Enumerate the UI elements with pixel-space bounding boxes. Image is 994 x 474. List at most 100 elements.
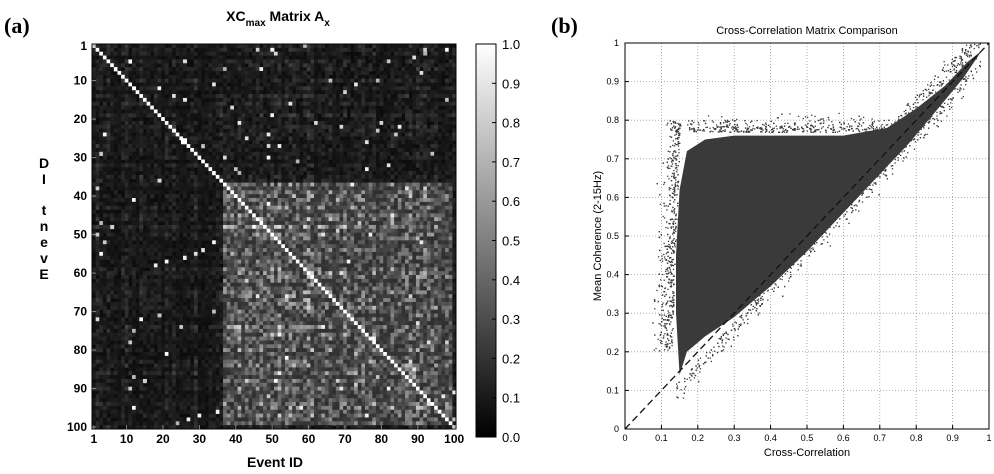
heatmap-cell — [95, 97, 100, 103]
heatmap-cell — [394, 201, 399, 207]
heatmap-cell — [448, 221, 453, 226]
heatmap-cell — [292, 55, 297, 60]
heatmap-cell — [215, 67, 220, 72]
heatmap-cell — [102, 101, 107, 106]
heatmap-cell — [430, 194, 435, 199]
heatmap-cell — [193, 244, 198, 249]
heatmap-cell — [219, 97, 224, 103]
heatmap-cell — [244, 190, 249, 195]
heatmap-cell — [306, 224, 311, 230]
heatmap-cell — [172, 248, 177, 253]
heatmap-cell — [397, 240, 402, 245]
heatmap-cell — [321, 171, 326, 176]
heatmap-cell — [230, 236, 235, 241]
heatmap-cell — [430, 70, 435, 76]
heatmap-cell — [230, 240, 235, 245]
heatmap-cell — [233, 101, 238, 106]
heatmap-cell — [132, 190, 137, 195]
heatmap-cell — [157, 147, 162, 153]
heatmap-cell — [139, 121, 144, 126]
heatmap-cell — [314, 151, 319, 157]
heatmap-cell — [175, 101, 180, 106]
heatmap-cell — [288, 186, 293, 191]
heatmap-cell — [423, 86, 428, 91]
heatmap-cell — [193, 101, 198, 106]
heatmap-cell — [204, 86, 209, 91]
heatmap-cell — [95, 224, 100, 230]
heatmap-cell — [179, 217, 184, 222]
heatmap-cell — [142, 186, 147, 191]
heatmap-cell — [208, 59, 213, 64]
heatmap-cell — [219, 217, 224, 222]
heatmap-cell — [314, 97, 319, 103]
heatmap-cell — [212, 105, 217, 110]
heatmap-cell — [230, 82, 235, 87]
heatmap-cell — [248, 121, 253, 126]
heatmap-cell — [430, 182, 435, 187]
heatmap-cell — [434, 101, 439, 106]
heatmap-cell — [412, 55, 417, 60]
heatmap-cell — [299, 105, 304, 110]
heatmap-cell — [361, 47, 366, 53]
heatmap-cell — [230, 140, 235, 145]
heatmap-cell — [390, 144, 395, 149]
heatmap-cell — [153, 248, 158, 253]
heatmap-cell — [106, 82, 111, 87]
heatmap-cell — [306, 194, 311, 199]
heatmap-cell — [350, 136, 355, 141]
heatmap-cell — [121, 97, 126, 103]
heatmap-cell — [219, 209, 224, 214]
heatmap-cell — [99, 171, 104, 176]
heatmap-cell — [274, 144, 279, 149]
heatmap-cell — [183, 82, 188, 87]
heatmap-cell — [372, 59, 377, 64]
heatmap-cell — [233, 109, 238, 114]
heatmap-cell — [405, 174, 410, 180]
heatmap-cell — [252, 59, 257, 64]
heatmap-cell — [164, 228, 169, 234]
heatmap-cell — [142, 228, 147, 234]
heatmap-cell — [354, 74, 359, 80]
heatmap-cell — [142, 151, 147, 157]
heatmap-cell — [132, 44, 137, 49]
heatmap-cell — [415, 205, 420, 210]
heatmap-cell — [274, 186, 279, 191]
heatmap-cell — [299, 186, 304, 191]
heatmap-cell — [401, 109, 406, 114]
heatmap-cell — [99, 144, 104, 149]
heatmap-cell — [339, 44, 344, 49]
heatmap-cell — [201, 109, 206, 114]
heatmap-cell — [128, 248, 133, 253]
heatmap-cell — [284, 205, 289, 210]
heatmap-cell — [157, 236, 162, 241]
heatmap-cell — [270, 221, 275, 226]
heatmap-cell — [423, 101, 428, 106]
heatmap-cell — [190, 82, 195, 87]
heatmap-cell — [379, 174, 384, 180]
heatmap-cell — [128, 236, 133, 241]
heatmap-cell — [386, 240, 391, 245]
heatmap-cell — [368, 167, 373, 172]
heatmap-cell — [314, 105, 319, 110]
heatmap-cell — [124, 171, 129, 176]
heatmap-cell — [441, 63, 446, 68]
heatmap-cell — [390, 217, 395, 222]
heatmap-cell — [426, 198, 431, 203]
heatmap-cell — [357, 117, 362, 122]
heatmap-cell — [146, 70, 151, 76]
heatmap-cell — [168, 248, 173, 253]
heatmap-cell — [423, 171, 428, 176]
heatmap-cell — [193, 186, 198, 191]
heatmap-cell — [368, 117, 373, 122]
heatmap-cell — [303, 94, 308, 99]
heatmap-cell — [346, 132, 351, 137]
heatmap-cell — [394, 147, 399, 153]
heatmap-cell — [437, 205, 442, 210]
heatmap-cell — [259, 232, 264, 237]
heatmap-cell — [452, 117, 457, 122]
heatmap-cell — [102, 174, 107, 180]
heatmap-cell — [248, 198, 253, 203]
heatmap-cell — [445, 213, 450, 218]
heatmap-cell — [230, 244, 235, 249]
heatmap-cell — [226, 178, 231, 183]
